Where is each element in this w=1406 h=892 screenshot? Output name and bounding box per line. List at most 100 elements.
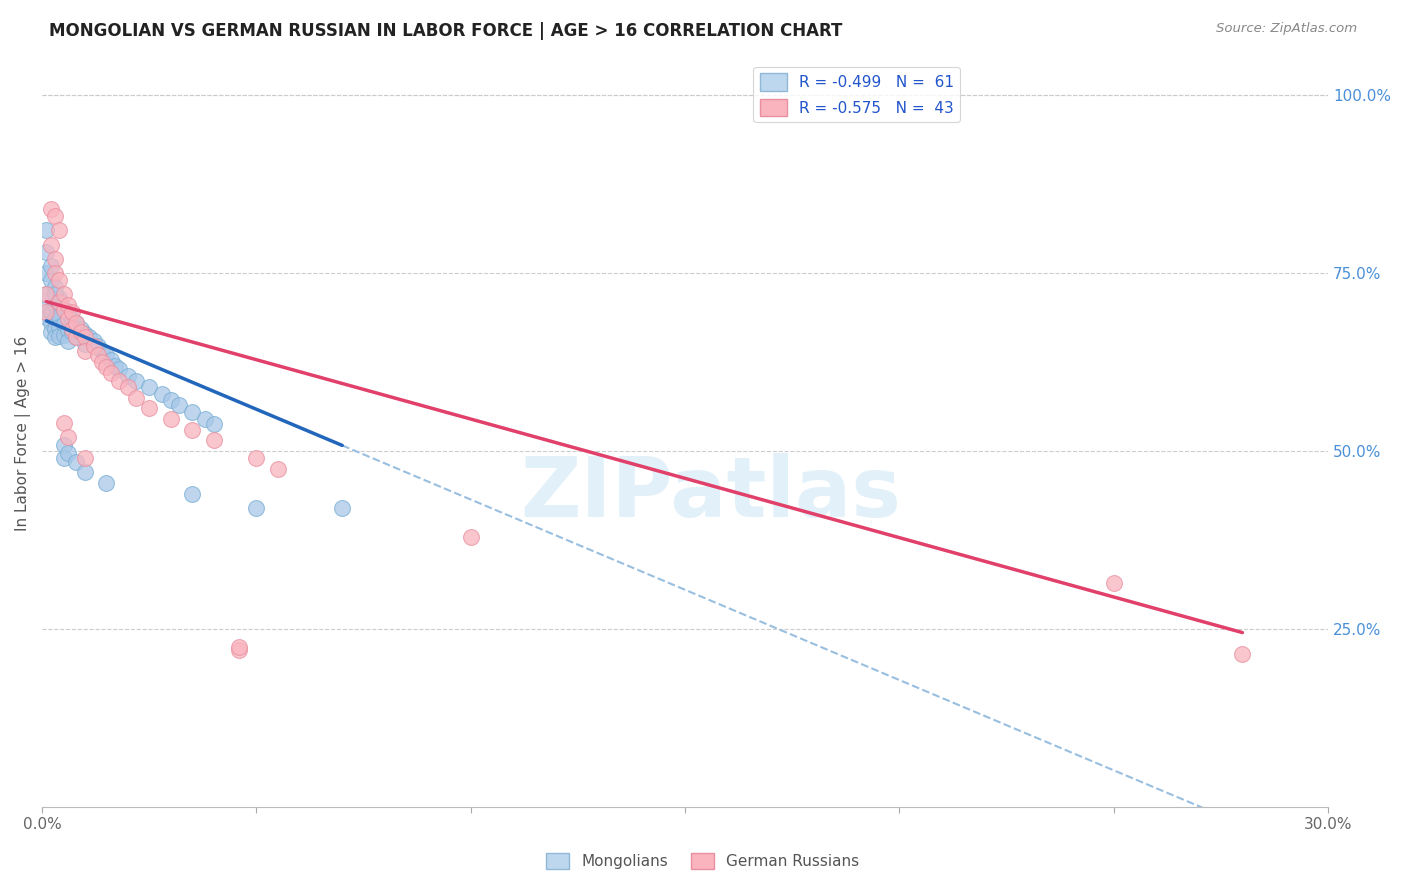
Point <box>39 237 62 252</box>
Point <box>35 310 58 325</box>
Point <box>65 316 87 330</box>
Point <box>100 353 122 368</box>
Point <box>56 323 79 337</box>
Point <box>52 451 75 466</box>
Point <box>35 305 58 319</box>
Point <box>39 316 62 330</box>
Point <box>96 476 118 491</box>
Point <box>44 280 66 294</box>
Point <box>181 405 204 419</box>
Point <box>245 451 267 466</box>
Point <box>73 326 96 341</box>
Point <box>44 266 66 280</box>
Point <box>100 366 122 380</box>
Legend: R = -0.499   N =  61, R = -0.575   N =  43: R = -0.499 N = 61, R = -0.575 N = 43 <box>754 67 960 122</box>
Point <box>35 287 58 301</box>
Point <box>60 305 83 319</box>
Point <box>56 445 79 459</box>
Point <box>138 401 160 416</box>
Point <box>228 640 250 654</box>
Point <box>56 334 79 348</box>
Point <box>91 344 114 359</box>
Legend: Mongolians, German Russians: Mongolians, German Russians <box>540 847 866 875</box>
Point <box>39 325 62 339</box>
Point <box>39 305 62 319</box>
Point <box>52 438 75 452</box>
Point <box>69 325 91 339</box>
Text: ZIPatlas: ZIPatlas <box>520 452 901 533</box>
Point <box>56 298 79 312</box>
Point <box>39 273 62 287</box>
Point <box>330 501 353 516</box>
Point <box>69 321 91 335</box>
Point <box>48 294 70 309</box>
Point <box>65 316 87 330</box>
Point <box>48 273 70 287</box>
Point <box>117 369 139 384</box>
Point <box>35 223 58 237</box>
Point <box>44 287 66 301</box>
Point <box>150 387 173 401</box>
Point <box>117 380 139 394</box>
Point <box>35 244 58 259</box>
Point <box>77 330 100 344</box>
Point <box>48 319 70 334</box>
Point <box>39 259 62 273</box>
Point <box>73 330 96 344</box>
Point <box>194 412 217 426</box>
Point <box>460 529 482 543</box>
Point <box>56 305 79 319</box>
Point <box>60 312 83 326</box>
Point <box>52 301 75 316</box>
Point <box>48 294 70 309</box>
Point <box>48 223 70 237</box>
Point <box>52 318 75 332</box>
Point <box>60 321 83 335</box>
Point <box>44 312 66 326</box>
Point <box>65 455 87 469</box>
Point <box>159 392 181 407</box>
Point <box>65 330 87 344</box>
Point <box>1232 647 1254 661</box>
Point <box>73 344 96 359</box>
Point <box>202 417 225 431</box>
Point <box>108 362 131 376</box>
Point <box>267 462 290 476</box>
Point <box>52 416 75 430</box>
Point <box>60 325 83 339</box>
Point <box>73 466 96 480</box>
Point <box>87 339 110 353</box>
Point <box>169 398 191 412</box>
Point <box>138 380 160 394</box>
Point <box>52 328 75 343</box>
Point <box>181 423 204 437</box>
Point <box>159 412 181 426</box>
Point <box>125 375 148 389</box>
Point <box>44 321 66 335</box>
Point <box>35 266 58 280</box>
Point <box>83 339 105 353</box>
Point <box>125 391 148 405</box>
Point <box>91 355 114 369</box>
Point <box>245 501 267 516</box>
Point <box>52 303 75 318</box>
Point <box>35 301 58 316</box>
Point <box>202 434 225 448</box>
Point <box>44 330 66 344</box>
Point <box>48 291 70 305</box>
Point <box>39 202 62 216</box>
Point <box>87 348 110 362</box>
Point <box>44 209 66 223</box>
Text: MONGOLIAN VS GERMAN RUSSIAN IN LABOR FORCE | AGE > 16 CORRELATION CHART: MONGOLIAN VS GERMAN RUSSIAN IN LABOR FOR… <box>49 22 842 40</box>
Point <box>56 312 79 326</box>
Point <box>65 330 87 344</box>
Y-axis label: In Labor Force | Age > 16: In Labor Force | Age > 16 <box>15 335 31 531</box>
Point <box>48 309 70 323</box>
Point <box>228 643 250 657</box>
Point <box>35 287 58 301</box>
Point <box>52 287 75 301</box>
Text: Source: ZipAtlas.com: Source: ZipAtlas.com <box>1216 22 1357 36</box>
Point <box>108 375 131 389</box>
Point <box>104 359 127 373</box>
Point <box>1102 575 1125 590</box>
